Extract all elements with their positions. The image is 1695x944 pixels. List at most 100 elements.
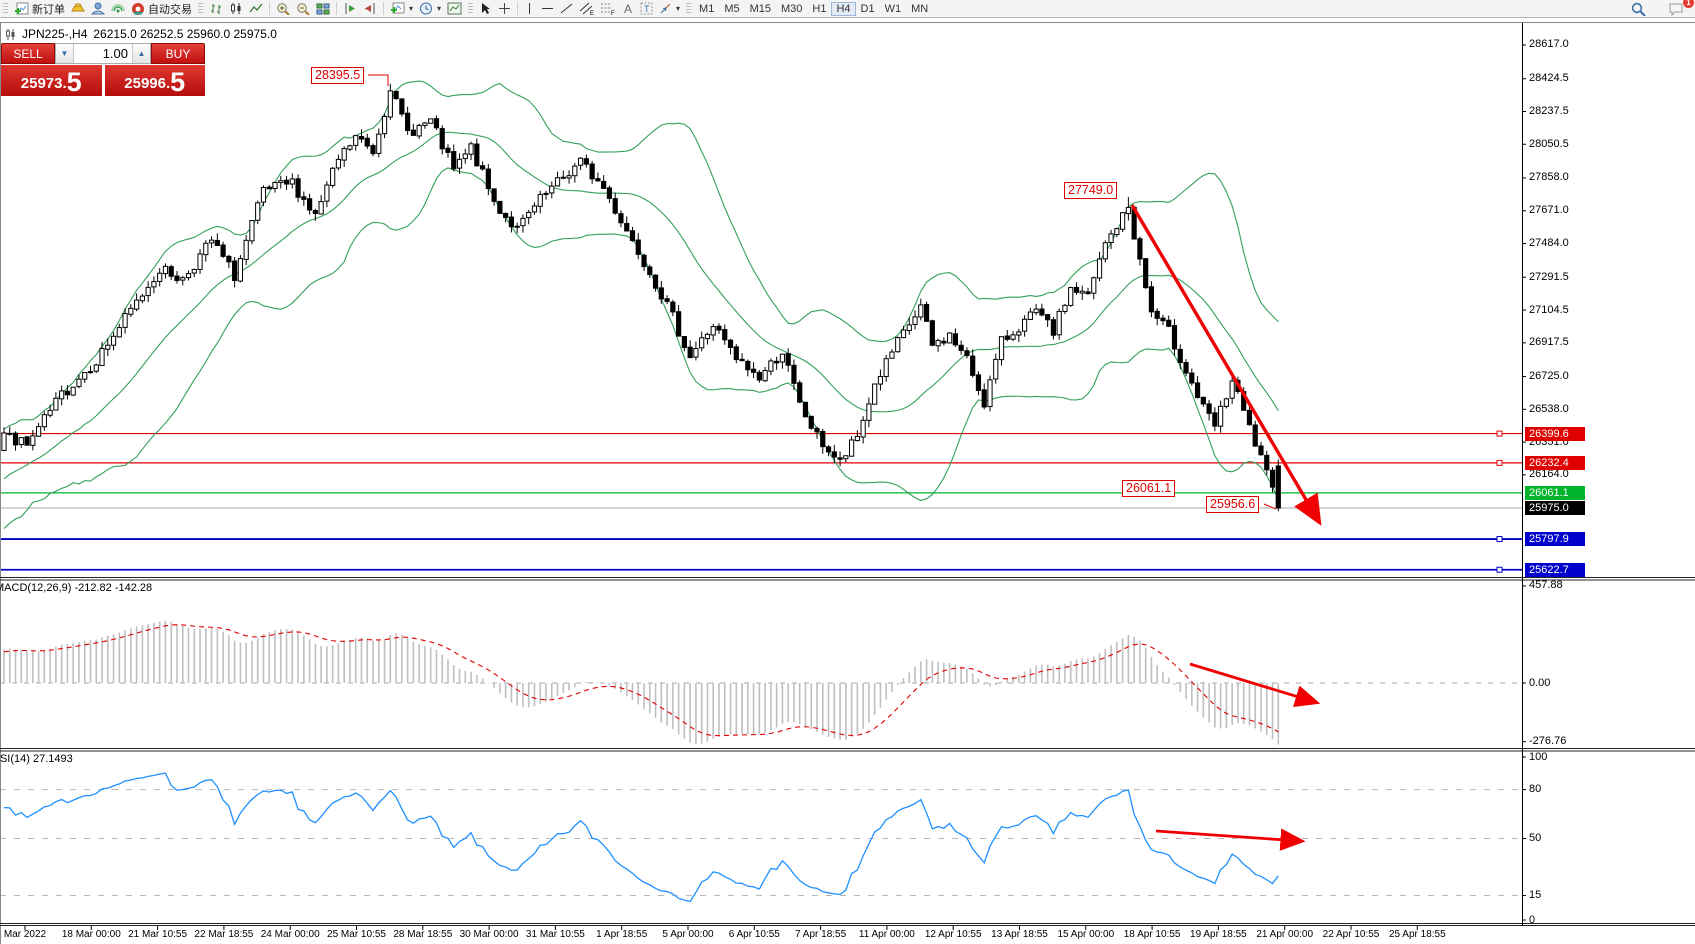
- rsi-tick: 100: [1529, 750, 1548, 763]
- fibonacci-tool-button[interactable]: F: [597, 1, 618, 17]
- bar-chart-button[interactable]: [206, 1, 226, 17]
- timeframe-button-m5[interactable]: M5: [724, 2, 740, 15]
- auto-trading-label: 自动交易: [148, 3, 192, 16]
- trendline-tool-button[interactable]: [557, 1, 576, 17]
- annotation-connector: [1263, 503, 1277, 510]
- search-button[interactable]: [1628, 1, 1649, 17]
- price-tick: 27858.0: [1529, 171, 1569, 184]
- tile-windows-button[interactable]: [313, 1, 333, 17]
- svg-text:A: A: [624, 2, 632, 15]
- macd-tick: 0.00: [1529, 676, 1551, 689]
- auto-scroll-icon: [345, 3, 355, 14]
- time-tick: 18 Apr 10:55: [1123, 929, 1181, 940]
- price-tick: 28617.0: [1529, 38, 1569, 51]
- annotation-lower-high[interactable]: 27749.0: [1064, 182, 1118, 199]
- signals-icon: [111, 4, 125, 13]
- text-tool-button[interactable]: A: [618, 1, 637, 17]
- candles: [1, 83, 1281, 512]
- rsi-tick: 80: [1529, 783, 1542, 796]
- time-tick: 1 Apr 18:55: [596, 929, 648, 940]
- sell-button[interactable]: SELL: [1, 43, 55, 64]
- macd-signal-line: [3, 624, 1279, 737]
- candlestick-chart-button[interactable]: [226, 1, 246, 17]
- zoom-out-button[interactable]: [293, 1, 313, 17]
- arrows-tool-button[interactable]: ▾: [656, 1, 683, 17]
- time-tick: 24 Mar 00:00: [260, 929, 320, 940]
- chart-title: JPN225-,H4 26215.0 26252.5 25960.0 25975…: [5, 27, 277, 41]
- price-badge-resistance: 26399.6: [1525, 426, 1585, 441]
- line-chart-button[interactable]: [246, 1, 266, 17]
- buy-price[interactable]: 25996. 5: [104, 65, 205, 96]
- annotation-swing-low[interactable]: 25956.6: [1206, 496, 1260, 513]
- bb-upper-band: [3, 80, 1279, 430]
- horizontal-line-tool-button[interactable]: [538, 1, 557, 17]
- new-order-button[interactable]: 新订单: [11, 1, 68, 17]
- volume-up-button[interactable]: ▲: [132, 44, 150, 63]
- timeframe-button-m30[interactable]: M30: [781, 2, 803, 15]
- price-badge-bid: 25975.0: [1525, 501, 1585, 515]
- community-button[interactable]: [88, 1, 108, 17]
- volume-value[interactable]: 1.00: [102, 46, 128, 61]
- price-level-line-25622.7[interactable]: [0, 566, 1522, 573]
- annotation-support[interactable]: 26061.1: [1122, 480, 1176, 497]
- auto-trading-button[interactable]: 自动交易: [128, 1, 195, 17]
- trend-arrow-price[interactable]: [1130, 204, 1322, 526]
- price-pane[interactable]: [1, 80, 1281, 529]
- text-label-tool-button[interactable]: T: [637, 1, 656, 17]
- time-tick: 22 Apr 10:55: [1322, 929, 1380, 940]
- price-badge-support: 26061.1: [1525, 485, 1585, 500]
- price-level-line-26399.6[interactable]: [0, 430, 1522, 437]
- timeframe-button-w1[interactable]: W1: [884, 2, 902, 15]
- time-tick: 31 Mar 10:55: [525, 929, 585, 940]
- horizontal-line-icon: [542, 8, 554, 9]
- sell-price[interactable]: 25973. 5: [1, 65, 102, 96]
- price-level-line-26232.4[interactable]: [0, 459, 1522, 466]
- time-tick: 25 Mar 10:55: [327, 929, 386, 940]
- time-tick: 21 Mar 10:55: [128, 929, 188, 940]
- time-tick: 25 Apr 18:55: [1388, 929, 1446, 940]
- equidistant-channel-tool-button[interactable]: E: [576, 1, 597, 17]
- data-window-button[interactable]: [444, 1, 465, 17]
- sell-price-big-digit: 5: [66, 67, 82, 97]
- toolbar-separator: [336, 2, 337, 15]
- buy-button[interactable]: BUY: [151, 43, 205, 64]
- macd-tick: -276.76: [1529, 735, 1567, 748]
- rsi-pane[interactable]: [0, 772, 1522, 903]
- svg-text:F: F: [611, 11, 615, 15]
- crosshair-tool-button[interactable]: [495, 1, 514, 17]
- price-level-line-25797.9[interactable]: [0, 536, 1522, 543]
- timeframe-button-mn[interactable]: MN: [911, 2, 929, 15]
- notifications-button[interactable]: 1: [1665, 0, 1694, 17]
- candlestick-chart-icon: [231, 3, 241, 14]
- zoom-in-button[interactable]: [273, 1, 293, 17]
- dropdown-arrow-icon: ▾: [437, 4, 442, 13]
- clock-icon: [420, 2, 433, 15]
- toolbar-separator: [517, 2, 519, 15]
- trend-arrow-rsi[interactable]: [1155, 828, 1306, 851]
- vertical-line-tool-button[interactable]: [521, 1, 538, 17]
- trend-arrow-macd[interactable]: [1189, 662, 1321, 708]
- chart-shift-button[interactable]: [360, 1, 380, 17]
- timeframe-button-h1[interactable]: H1: [812, 2, 827, 15]
- new-chart-button[interactable]: ▾: [387, 1, 416, 17]
- macd-pane[interactable]: [0, 620, 1522, 745]
- annotation-swing-high[interactable]: 28395.5: [311, 67, 365, 84]
- chat-bubble-icon: [1669, 3, 1683, 16]
- price-tick: 28424.5: [1529, 72, 1569, 85]
- timeframe-button-d1[interactable]: D1: [860, 2, 875, 15]
- deposit-button[interactable]: [68, 1, 88, 17]
- timeframe-button-m15[interactable]: M15: [749, 2, 772, 15]
- auto-scroll-button[interactable]: [340, 1, 360, 17]
- trendline-icon: [560, 3, 573, 14]
- cursor-tool-button[interactable]: [476, 1, 495, 17]
- timeframe-button-h4[interactable]: H4: [831, 1, 856, 16]
- svg-text:E: E: [590, 11, 594, 15]
- new-chart-icon: [391, 2, 405, 14]
- volume-down-button[interactable]: ▼: [56, 44, 74, 63]
- timeframe-button-m1[interactable]: M1: [699, 2, 715, 15]
- signals-button[interactable]: [108, 1, 128, 17]
- period-selector-button[interactable]: ▾: [416, 1, 444, 17]
- rsi-tick: 0: [1529, 913, 1536, 926]
- price-tick: 27484.0: [1529, 237, 1569, 250]
